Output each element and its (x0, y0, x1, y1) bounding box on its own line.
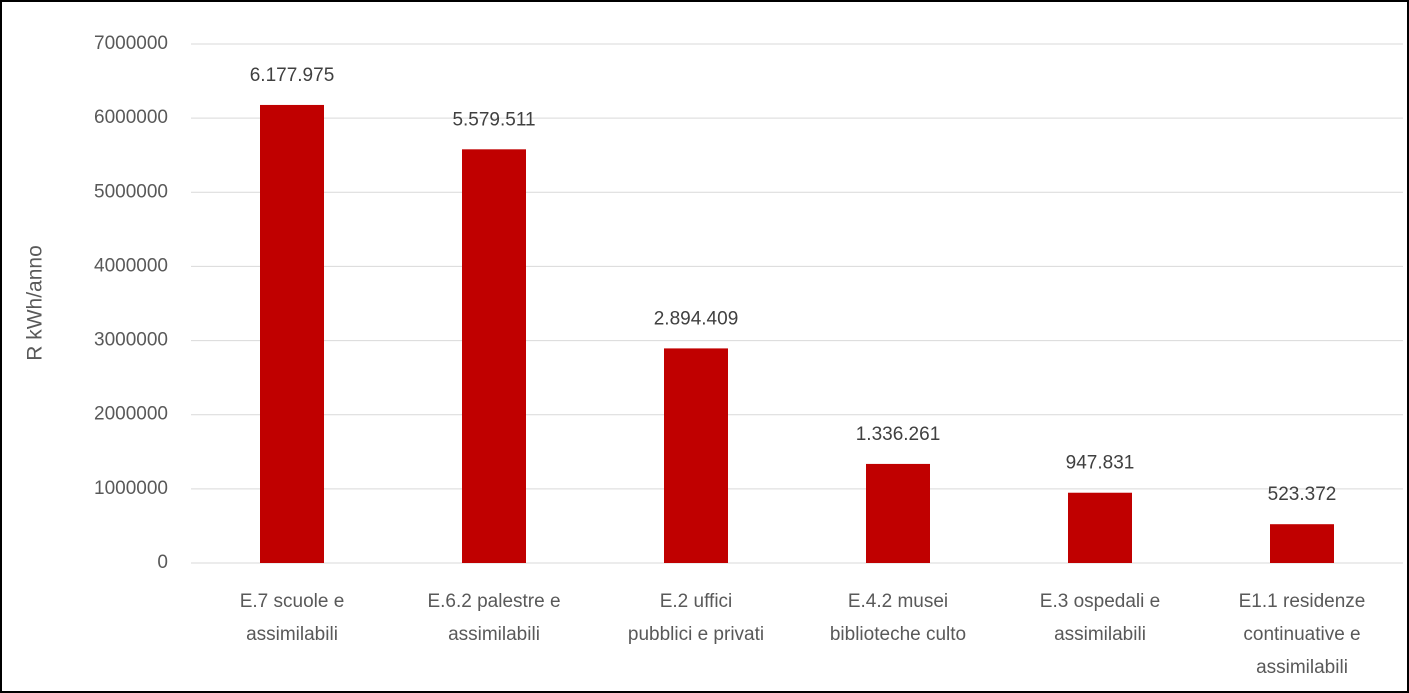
bar (866, 463, 930, 563)
y-tick-label: 7000000 (94, 33, 168, 54)
x-tick-label: E.3 ospedali e assimilabili (1040, 591, 1160, 645)
value-label: 1.336.261 (856, 424, 941, 445)
x-tick-label: E1.1 residenze continuative e assimilabili (1239, 591, 1366, 678)
value-label: 5.579.511 (452, 109, 535, 130)
bar (1068, 492, 1132, 563)
y-tick-label: 1000000 (94, 478, 168, 499)
x-tick-label: E.6.2 palestre e assimilabili (427, 591, 560, 645)
bar (462, 149, 526, 564)
y-tick-label: 5000000 (94, 181, 168, 202)
y-tick-label: 6000000 (94, 107, 168, 128)
y-tick-label: 3000000 (94, 330, 168, 351)
y-tick-label: 0 (157, 552, 168, 573)
value-label: 6.177.975 (250, 65, 335, 86)
bar (260, 104, 324, 564)
value-label: 947.831 (1066, 453, 1135, 474)
bar (1270, 524, 1334, 563)
y-tick-label: 2000000 (94, 404, 168, 425)
value-label: 523.372 (1268, 484, 1337, 505)
y-axis-label: R kWh/anno (24, 245, 47, 361)
x-tick-label: E.7 scuole e assimilabili (240, 591, 345, 645)
x-tick-label: E.4.2 musei biblioteche culto (830, 591, 966, 645)
y-tick-label: 4000000 (94, 255, 168, 276)
value-label: 2.894.409 (654, 308, 739, 329)
bar (664, 348, 728, 563)
x-tick-label: E.2 uffici pubblici e privati (628, 591, 764, 645)
